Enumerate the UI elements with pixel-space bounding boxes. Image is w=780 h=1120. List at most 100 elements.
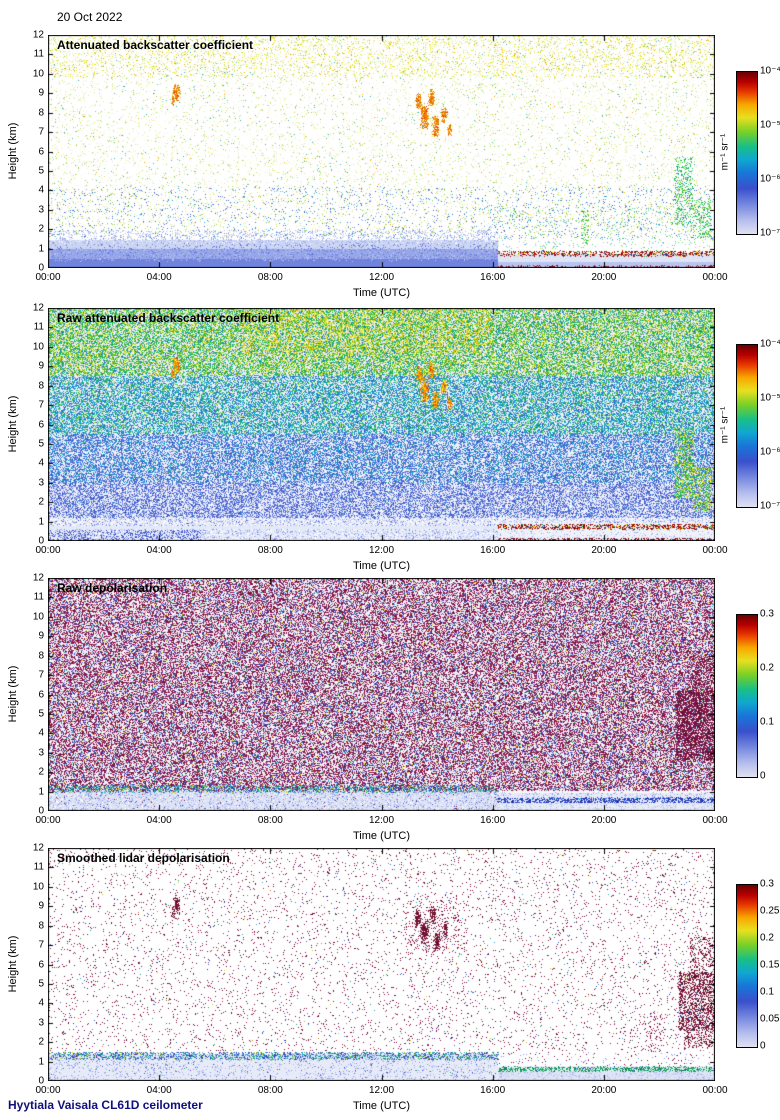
y-tick-label: 7: [38, 126, 44, 138]
y-tick-label: 12: [32, 842, 44, 854]
y-tick-label: 9: [38, 900, 44, 912]
panel-title: Attenuated backscatter coefficient: [57, 38, 254, 52]
colorbar-tick-label: 0: [760, 1040, 766, 1052]
x-tick-label: 20:00: [591, 272, 617, 283]
y-tick-label: 10: [32, 881, 44, 893]
x-tick-label: 04:00: [146, 545, 172, 556]
y-tick-label: 10: [32, 341, 44, 353]
y-tick-label: 8: [38, 380, 44, 392]
panel-title: Raw attenuated backscatter coefficient: [57, 311, 280, 325]
y-tick-label: 5: [38, 978, 44, 990]
x-tick-label: 00:00: [35, 545, 61, 556]
panel-raw-attenuated-backscatter: Raw attenuated backscatter coefficient He…: [0, 303, 780, 576]
y-tick-label: 11: [33, 321, 44, 333]
x-tick-label: 16:00: [480, 272, 506, 283]
y-tick-label: 3: [38, 747, 44, 759]
y-tick-label: 1: [38, 786, 44, 798]
colorbar-tick-label: 0.2: [760, 662, 774, 674]
x-tick-label: 00:00: [35, 1085, 61, 1096]
heatmap-canvas-smoothed-lidar-depolarisation: [48, 848, 715, 1081]
panel-attenuated-backscatter: Attenuated backscatter coefficient Height…: [0, 30, 780, 303]
x-tick-label: 04:00: [146, 1085, 172, 1096]
colorbar-tick-label: 10⁻⁷: [760, 227, 780, 239]
y-tick-label: 9: [38, 87, 44, 99]
y-tick-label: 3: [38, 477, 44, 489]
colorbar-tick-label: 10⁻⁶: [760, 446, 780, 458]
panel-title: Smoothed lidar depolarisation: [57, 851, 230, 865]
colorbar-tick-label: 0.05: [760, 1013, 780, 1025]
y-tick-label: 0: [38, 805, 44, 817]
panel-title: Raw depolarisation: [57, 581, 168, 595]
colorbar-smoothed-lidar-depolarisation: [736, 884, 758, 1048]
colorbar-tick-label: 10⁻⁵: [760, 392, 780, 404]
colorbar-tick-label: 10⁻⁴: [760, 338, 780, 350]
y-tick-label: 1: [38, 243, 44, 255]
colorbar-tick-label: 0.2: [760, 932, 774, 944]
y-tick-label: 2: [38, 766, 44, 778]
panel-raw-depolarisation: Raw depolarisation Height (km) 0 1 2 3 4 5 6 7 8 9 1…: [0, 573, 780, 846]
colorbar-raw-depolarisation: [736, 614, 758, 778]
colorbar-tick-label: 10⁻⁵: [760, 119, 780, 131]
x-tick-label: 08:00: [257, 545, 283, 556]
colorbar-tick-label: 0.25: [760, 905, 780, 917]
x-tick-label: 12:00: [368, 1085, 395, 1096]
y-tick-label: 7: [38, 399, 44, 411]
heatmap-canvas-attenuated-backscatter: [48, 35, 715, 268]
y-tick-label: 4: [38, 184, 44, 196]
x-tick-label: 20:00: [591, 545, 617, 556]
x-axis-label: Time (UTC): [352, 287, 411, 299]
heatmap-canvas-raw-attenuated-backscatter: [48, 308, 715, 541]
y-tick-label: 12: [32, 302, 44, 314]
colorbar-tick-label: 10⁻⁷: [760, 500, 780, 512]
y-tick-label: 6: [38, 689, 44, 700]
y-tick-label: 4: [38, 457, 44, 469]
colorbar-tick-label: 0: [760, 770, 766, 782]
x-tick-label: 08:00: [257, 1085, 283, 1096]
y-tick-label: 2: [38, 223, 44, 235]
colorbar-tick-label: 0.15: [760, 959, 780, 971]
colorbar-tick-label: 0.3: [760, 608, 774, 620]
x-tick-label: 16:00: [480, 815, 506, 826]
x-tick-label: 20:00: [591, 815, 617, 826]
y-tick-label: 12: [32, 572, 44, 584]
y-tick-label: 12: [32, 29, 44, 41]
panel-smoothed-lidar-depolarisation: Smoothed lidar depolarisation Height (km)…: [0, 843, 780, 1116]
x-tick-label: 00:00: [702, 272, 728, 283]
y-tick-label: 8: [38, 920, 44, 932]
x-tick-label: 12:00: [368, 815, 395, 826]
colorbar-raw-attenuated-backscatter: [736, 344, 758, 508]
y-tick-label: 10: [32, 611, 44, 623]
x-tick-label: 00:00: [702, 545, 728, 556]
y-tick-label: 0: [38, 1075, 44, 1087]
y-tick-label: 11: [33, 48, 44, 60]
y-tick-label: 4: [38, 727, 44, 739]
x-tick-label: 00:00: [35, 272, 61, 283]
y-tick-label: 2: [38, 496, 44, 508]
y-tick-label: 5: [38, 708, 44, 720]
y-tick-label: 11: [33, 591, 44, 603]
y-tick-label: 0: [38, 262, 44, 274]
y-tick-label: 11: [33, 861, 44, 873]
y-tick-label: 7: [38, 939, 44, 951]
x-tick-label: 00:00: [35, 815, 61, 826]
x-axis-label: Time (UTC): [352, 830, 411, 842]
y-tick-label: 10: [32, 68, 44, 80]
y-tick-label: 8: [38, 107, 44, 119]
y-tick-label: 6: [38, 419, 44, 430]
y-tick-label: 6: [38, 959, 44, 970]
y-tick-label: 5: [38, 438, 44, 450]
x-tick-label: 08:00: [257, 272, 283, 283]
x-axis-label: Time (UTC): [352, 560, 411, 572]
y-tick-label: 1: [38, 516, 44, 528]
colorbar-unit-label: m⁻¹ sr⁻¹: [719, 406, 731, 444]
y-tick-label: 9: [38, 630, 44, 642]
colorbar-attenuated-backscatter: [736, 71, 758, 235]
x-tick-label: 12:00: [368, 272, 395, 283]
x-tick-label: 04:00: [146, 815, 172, 826]
colorbar-tick-label: 10⁻⁴: [760, 65, 780, 77]
x-tick-label: 12:00: [368, 545, 395, 556]
colorbar-unit-label: m⁻¹ sr⁻¹: [719, 133, 731, 171]
colorbar-tick-label: 10⁻⁶: [760, 173, 780, 185]
x-tick-label: 16:00: [480, 1085, 506, 1096]
